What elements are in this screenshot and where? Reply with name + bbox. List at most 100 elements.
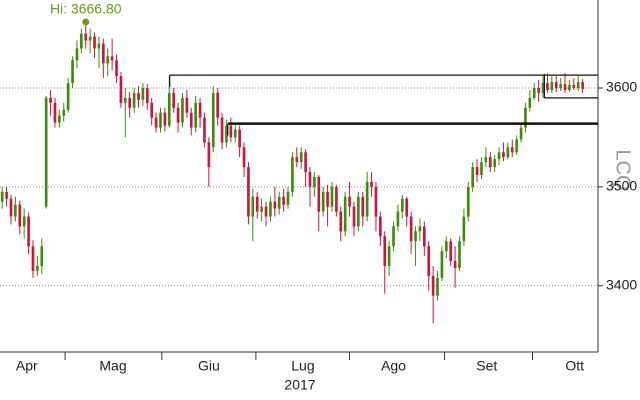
candle-body [510,147,514,153]
candle-body [370,181,373,187]
candle-body [84,33,88,41]
candle-body [255,196,259,212]
candle-body [185,97,189,113]
candle-body [524,107,527,128]
candle-body [203,117,206,143]
candle-body [18,204,22,227]
candle-body [444,241,448,252]
candle-body [128,97,132,108]
candle-body [396,211,400,227]
candle-body [176,107,180,123]
candle-body [431,275,435,296]
y-tick-label: 3400 [606,276,637,292]
candle-body [568,85,571,90]
candle-body [269,201,272,217]
candle-body [519,127,523,140]
candle-body [387,246,391,266]
candle-body [436,277,439,296]
x-tick-label: Ott [565,358,584,374]
candle-body [66,83,70,110]
candle-body [326,191,329,207]
candle-body [466,186,470,217]
candle-body [273,201,277,209]
y-tick-label: 3500 [606,178,637,194]
candle-body [207,142,211,168]
candle-body [541,83,545,93]
candle-body [119,76,123,103]
candle-body [115,60,118,77]
x-tick-label: Apr [16,358,38,374]
candle-body [581,82,584,89]
candle-body [497,152,501,160]
candle-body [198,102,202,118]
candle-body [427,246,431,276]
candle-body [5,191,8,199]
candle-body [137,92,140,100]
candle-body [110,56,114,61]
candle-body [44,97,48,207]
candle-body [216,92,219,118]
candle-body [401,198,404,212]
candle-body [233,129,237,138]
candle-body [132,92,136,108]
candle-body [537,88,540,93]
candle-body [559,84,562,88]
y-tick-label: 3600 [606,79,637,95]
candle-body [251,196,255,217]
candle-body [361,196,365,217]
candle-body [40,246,44,266]
candle-body [576,82,580,88]
watermark: LCQ [612,149,634,190]
candle-body [277,196,281,209]
candle-body [189,112,193,128]
candle-body [550,82,554,90]
candle-body [247,167,250,217]
candle-body [58,115,61,123]
candle-body [80,33,83,49]
high-marker [82,18,90,26]
candle-body [335,186,338,212]
candle-body [31,246,35,271]
candle-body [392,226,395,247]
candle-body [97,43,101,49]
candle-body [291,157,294,192]
candle-body [154,117,158,128]
candle-body [49,97,52,103]
candle-body [123,97,127,103]
x-tick-label: Ago [381,358,406,374]
candle-body [27,216,30,247]
candle-body [172,92,176,108]
high-label: Hi: 3666.80 [50,1,122,17]
candle-body [554,82,558,88]
candle-body [286,191,290,205]
candle-body [471,167,475,187]
candle-body [9,198,13,217]
candle-body [475,167,479,176]
candle-body [453,261,457,268]
candle-body [493,159,496,168]
candle-body [449,241,453,262]
candle-body [484,157,488,163]
candle-body [225,125,228,143]
candle-body [532,88,536,98]
candle-body [102,43,105,64]
candle-body [194,102,197,128]
candle-body [330,186,334,207]
candle-body [343,196,347,232]
candle-body [352,206,356,227]
candle-body [145,88,149,103]
candle-body [348,196,351,207]
candle-body [299,152,303,163]
candle-body [53,102,57,123]
candle-body [506,147,510,158]
candle-body [150,102,154,118]
candle-body [308,172,312,187]
candle-body [405,198,409,217]
candle-body [36,265,39,271]
candle-body [211,92,215,148]
candle-body [295,157,299,163]
candle-body [480,162,483,176]
x-tick-label: Mag [99,358,126,374]
candle-body [141,88,145,100]
